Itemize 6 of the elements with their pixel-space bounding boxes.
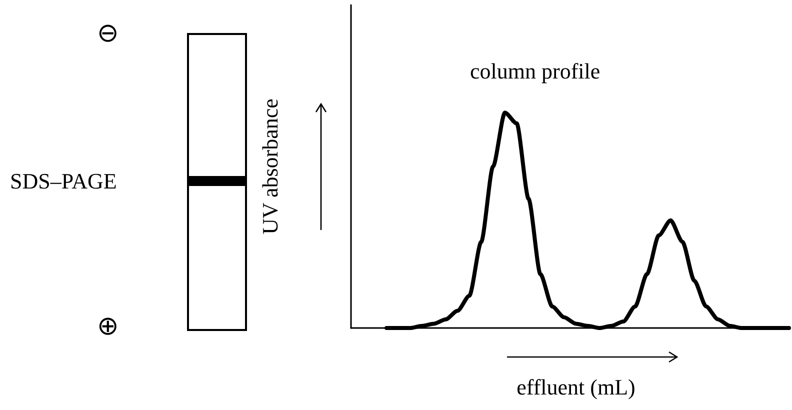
- chart-title: column profile: [470, 58, 600, 84]
- text: ⊕: [97, 312, 119, 340]
- text: ⊖: [97, 18, 119, 48]
- text: SDS–PAGE: [10, 168, 117, 194]
- x-axis-title: effluent (mL): [516, 374, 636, 400]
- y-axis-title: UV absorbance: [258, 98, 282, 234]
